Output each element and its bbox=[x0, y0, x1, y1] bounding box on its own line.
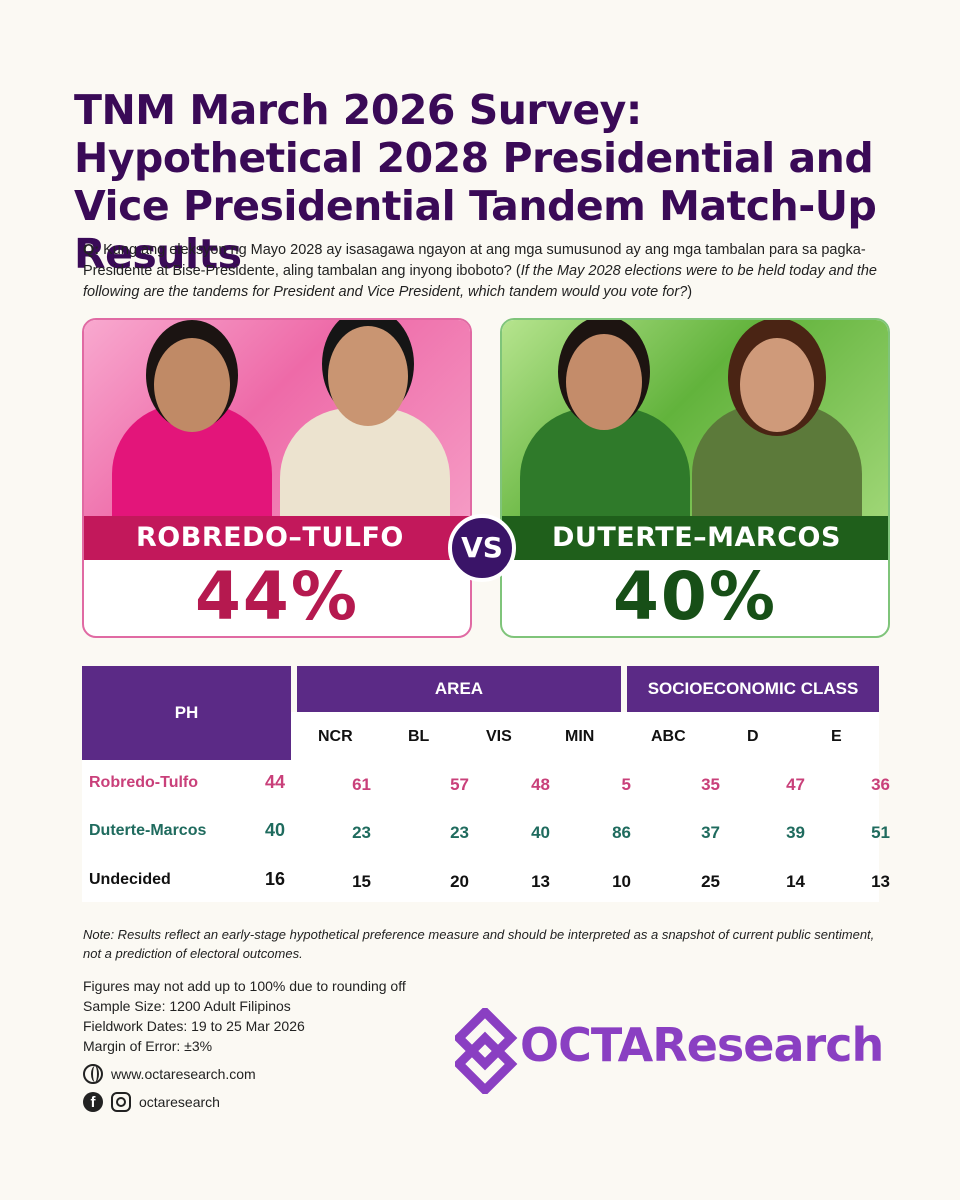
area-header: AREA bbox=[297, 666, 621, 712]
duterte-marcos-percent: 40% bbox=[613, 558, 777, 635]
table-cell: 14 bbox=[786, 872, 805, 891]
candidate-head bbox=[740, 338, 814, 432]
column-header-min: MIN bbox=[565, 728, 595, 745]
socioeconomic-header: SOCIOECONOMIC CLASS bbox=[627, 666, 879, 712]
ph-value: 40 bbox=[264, 820, 285, 840]
facebook-icon[interactable]: f bbox=[83, 1092, 103, 1112]
ph-value: 16 bbox=[264, 869, 285, 889]
robredo-tulfo-photo bbox=[84, 320, 470, 516]
table-cell: 37 bbox=[701, 823, 720, 842]
info-fieldwork: Fieldwork Dates: 19 to 25 Mar 2026 bbox=[83, 1018, 305, 1034]
table-cell: 10 bbox=[612, 872, 631, 891]
duterte-marcos-label: DUTERTE–MARCOS bbox=[502, 516, 888, 560]
table-cell: 25 bbox=[701, 872, 720, 891]
table-cell: 23 bbox=[450, 823, 469, 842]
row-label: Undecided bbox=[89, 871, 171, 888]
survey-question: Q: Kung ang eleksyon ng Mayo 2028 ay isa… bbox=[83, 240, 883, 303]
column-header-d: D bbox=[747, 728, 759, 745]
table-cell: 13 bbox=[531, 872, 550, 891]
question-translation: If the May 2028 elections were to be hel… bbox=[83, 263, 877, 300]
table-cell: 13 bbox=[871, 872, 890, 891]
info-sample-size: Sample Size: 1200 Adult Filipinos bbox=[83, 998, 291, 1014]
globe-icon bbox=[83, 1064, 103, 1084]
website-link[interactable]: www.octaresearch.com bbox=[111, 1066, 256, 1082]
duterte-marcos-photo bbox=[502, 320, 888, 516]
octa-diamond-icon bbox=[455, 1008, 518, 1094]
table-cell: 40 bbox=[531, 823, 550, 842]
column-header-vis: VIS bbox=[486, 728, 512, 745]
table-cell: 20 bbox=[450, 872, 469, 891]
note-text: Note: Results reflect an early-stage hyp… bbox=[83, 927, 875, 961]
candidate-head bbox=[154, 338, 230, 432]
candidate-head bbox=[566, 334, 642, 430]
table-cell: 57 bbox=[450, 775, 469, 794]
info-rounding: Figures may not add up to 100% due to ro… bbox=[83, 978, 406, 994]
table-cell: 48 bbox=[531, 775, 550, 794]
robredo-tulfo-card: ROBREDO–TULFO 44% bbox=[82, 318, 472, 638]
ph-header: PH bbox=[82, 666, 291, 760]
table-cell: 36 bbox=[871, 775, 890, 794]
column-header-ncr: NCR bbox=[318, 728, 353, 745]
ph-value: 44 bbox=[264, 772, 285, 792]
candidate-figure bbox=[280, 408, 450, 516]
table-cell: 51 bbox=[871, 823, 890, 842]
table-cell: 5 bbox=[621, 775, 631, 794]
question-text: Kung ang eleksyon ng Mayo 2028 ay isasag… bbox=[83, 242, 866, 279]
question-prefix: Q: bbox=[83, 242, 100, 258]
robredo-tulfo-label: ROBREDO–TULFO bbox=[84, 516, 470, 560]
octa-logo-mark bbox=[455, 1008, 518, 1094]
table-cell: 61 bbox=[352, 775, 371, 794]
instagram-icon[interactable] bbox=[111, 1092, 131, 1112]
row-label: Robredo-Tulfo bbox=[89, 774, 199, 791]
table-cell: 86 bbox=[612, 823, 631, 842]
table-cell: 23 bbox=[352, 823, 371, 842]
social-handle: octaresearch bbox=[139, 1094, 220, 1110]
robredo-tulfo-percent: 44% bbox=[195, 558, 359, 635]
column-header-e: E bbox=[831, 728, 842, 745]
info-margin-error: Margin of Error: ±3% bbox=[83, 1038, 213, 1054]
duterte-marcos-card: DUTERTE–MARCOS 40% bbox=[500, 318, 890, 638]
table-cell: 39 bbox=[786, 823, 805, 842]
table-cell: 15 bbox=[352, 872, 371, 891]
octa-logo-text: OCTAResearch bbox=[520, 1018, 884, 1072]
candidate-head bbox=[328, 326, 408, 426]
column-header-abc: ABC bbox=[651, 728, 686, 745]
social-row: f octaresearch bbox=[83, 1092, 220, 1112]
table-cell: 35 bbox=[701, 775, 720, 794]
table-cell: 47 bbox=[786, 775, 805, 794]
page-title: TNM March 2026 Survey: Hypothetical 2028… bbox=[74, 86, 877, 278]
question-suffix: ) bbox=[687, 284, 693, 300]
row-label: Duterte-Marcos bbox=[89, 822, 207, 839]
vs-badge: VS bbox=[448, 514, 516, 582]
website-row: www.octaresearch.com bbox=[83, 1064, 256, 1084]
column-header-bl: BL bbox=[408, 728, 430, 745]
